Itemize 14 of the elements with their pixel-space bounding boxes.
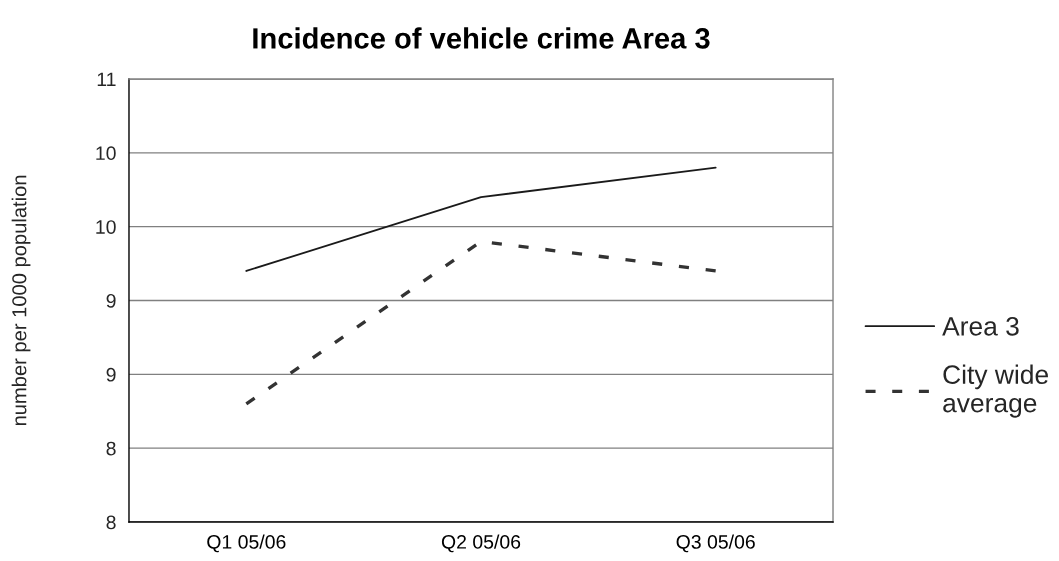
y-axis-title: number per 1000 population — [11, 175, 31, 426]
x-tick-label: Q1 05/06 — [207, 534, 286, 553]
x-tick-label: Q3 05/06 — [676, 534, 755, 553]
legend-label: City wide average — [943, 364, 1048, 418]
y-tick-label: 10 — [96, 146, 116, 161]
y-tick-label: 8 — [106, 441, 116, 456]
y-tick-label: 9 — [106, 367, 116, 382]
y-tick-label: 11 — [97, 72, 116, 87]
y-tick-label: 8 — [106, 515, 116, 530]
y-tick-label: 9 — [106, 293, 116, 308]
y-tick-label: 10 — [96, 220, 116, 234]
x-tick-label: Q2 05/06 — [441, 534, 521, 553]
chart-title: Incidence of vehicle crime Area 3 — [253, 27, 710, 49]
legend-label: Area 3 — [942, 316, 1019, 336]
